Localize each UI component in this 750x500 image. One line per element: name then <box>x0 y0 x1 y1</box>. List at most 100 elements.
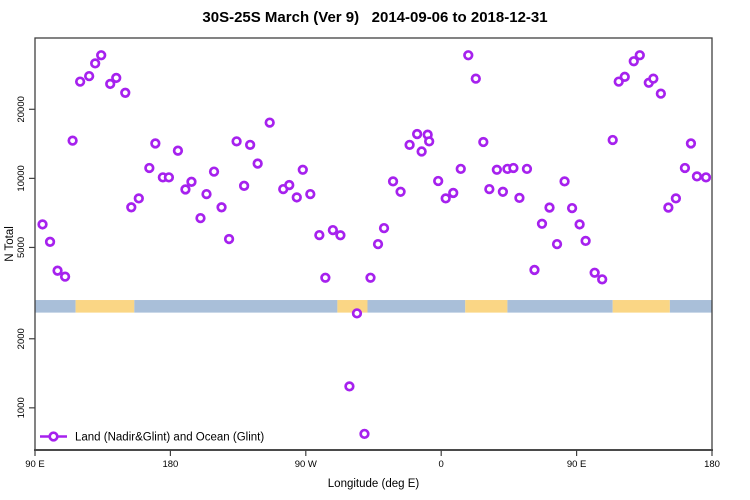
data-point[interactable] <box>111 72 122 84</box>
x-axis-label: Longitude (deg E) <box>327 478 420 490</box>
data-point[interactable] <box>648 73 659 84</box>
data-point[interactable] <box>700 172 712 183</box>
data-point[interactable] <box>314 229 325 241</box>
data-point[interactable] <box>559 176 570 187</box>
data-point[interactable] <box>589 267 600 278</box>
data-point[interactable] <box>607 134 618 146</box>
data-point[interactable] <box>44 236 56 247</box>
data-point[interactable] <box>144 162 155 174</box>
legend: Land (Nadir&Glint) and Ocean (Glint) <box>40 431 264 444</box>
data-point[interactable] <box>372 238 384 250</box>
band-segment-land <box>337 300 368 313</box>
data-point[interactable] <box>679 162 691 174</box>
data-point[interactable] <box>327 224 339 236</box>
data-point[interactable] <box>628 56 639 67</box>
land-ocean-band <box>35 300 712 313</box>
data-point[interactable] <box>84 70 95 82</box>
data-point[interactable] <box>440 193 451 204</box>
data-point[interactable] <box>305 188 316 200</box>
data-point[interactable] <box>424 136 435 147</box>
data-point[interactable] <box>201 188 212 200</box>
data-point[interactable] <box>344 381 355 392</box>
y-tick-label: 10000 <box>16 165 27 191</box>
legend-label: Land (Nadir&Glint) and Ocean (Glint) <box>75 432 264 444</box>
data-point[interactable] <box>52 265 63 276</box>
data-point[interactable] <box>238 180 250 191</box>
data-point[interactable] <box>351 308 363 319</box>
data-point[interactable] <box>455 163 466 175</box>
data-point[interactable] <box>365 272 376 283</box>
data-point[interactable] <box>172 145 184 156</box>
data-point[interactable] <box>74 76 86 87</box>
data-point[interactable] <box>59 271 71 282</box>
data-point[interactable] <box>395 186 406 197</box>
data-point[interactable] <box>37 219 48 230</box>
data-point[interactable] <box>529 264 540 276</box>
data-point[interactable] <box>208 166 220 177</box>
data-point[interactable] <box>120 87 131 98</box>
data-point[interactable] <box>291 192 302 203</box>
data-point[interactable] <box>335 230 346 241</box>
x-tick-label: 90 E <box>25 459 45 470</box>
data-point[interactable] <box>150 138 161 149</box>
data-point[interactable] <box>574 219 585 230</box>
band-segment-ocean <box>367 300 466 313</box>
data-point[interactable] <box>508 162 519 174</box>
data-point[interactable] <box>216 202 227 213</box>
x-tick-label: 180 <box>704 459 720 470</box>
data-point[interactable] <box>126 202 137 213</box>
data-point[interactable] <box>195 212 206 224</box>
data-point[interactable] <box>387 176 399 187</box>
data-point[interactable] <box>463 50 474 61</box>
x-tick-label: 90 W <box>295 459 317 470</box>
data-point[interactable] <box>223 233 235 245</box>
data-point[interactable] <box>416 146 427 157</box>
data-point[interactable] <box>497 186 509 197</box>
data-point[interactable] <box>580 235 591 247</box>
data-point[interactable] <box>544 202 555 213</box>
data-point[interactable] <box>433 175 444 187</box>
data-point[interactable] <box>411 128 423 140</box>
data-point[interactable] <box>634 50 645 61</box>
data-point[interactable] <box>231 136 242 147</box>
data-point[interactable] <box>566 202 578 214</box>
x-axis-ticks: 90 E 180 90 W 0 90 E 180 <box>25 450 720 470</box>
data-point[interactable] <box>484 183 495 195</box>
data-point[interactable] <box>670 193 682 204</box>
data-point[interactable] <box>404 139 415 150</box>
data-point[interactable] <box>359 428 370 440</box>
data-point[interactable] <box>685 138 697 149</box>
data-point[interactable] <box>521 163 533 175</box>
data-point[interactable] <box>655 88 666 99</box>
data-point[interactable] <box>613 76 624 87</box>
data-point[interactable] <box>478 136 489 148</box>
data-point[interactable] <box>378 222 390 234</box>
y-tick-label: 5000 <box>16 237 27 258</box>
data-point[interactable] <box>691 171 703 182</box>
data-point[interactable] <box>663 202 674 213</box>
data-point[interactable] <box>597 274 608 285</box>
data-point[interactable] <box>264 117 275 128</box>
data-point[interactable] <box>297 164 308 175</box>
data-point[interactable] <box>551 238 563 250</box>
data-point[interactable] <box>67 135 78 146</box>
data-point[interactable] <box>90 58 101 69</box>
data-point[interactable] <box>514 192 525 204</box>
band-segment-ocean <box>35 300 76 313</box>
band-segment-ocean <box>134 300 338 313</box>
data-point[interactable] <box>252 158 263 169</box>
data-point[interactable] <box>320 272 331 283</box>
data-point[interactable] <box>536 218 548 229</box>
data-point[interactable] <box>491 164 503 175</box>
data-point[interactable] <box>470 73 481 84</box>
data-point[interactable] <box>133 193 144 204</box>
data-point[interactable] <box>163 172 175 183</box>
data-point[interactable] <box>284 179 295 191</box>
data-point[interactable] <box>180 184 191 195</box>
data-point[interactable] <box>448 187 459 199</box>
data-point[interactable] <box>105 78 116 90</box>
data-point[interactable] <box>186 176 197 187</box>
data-point[interactable] <box>96 50 107 61</box>
data-point[interactable] <box>244 139 256 150</box>
